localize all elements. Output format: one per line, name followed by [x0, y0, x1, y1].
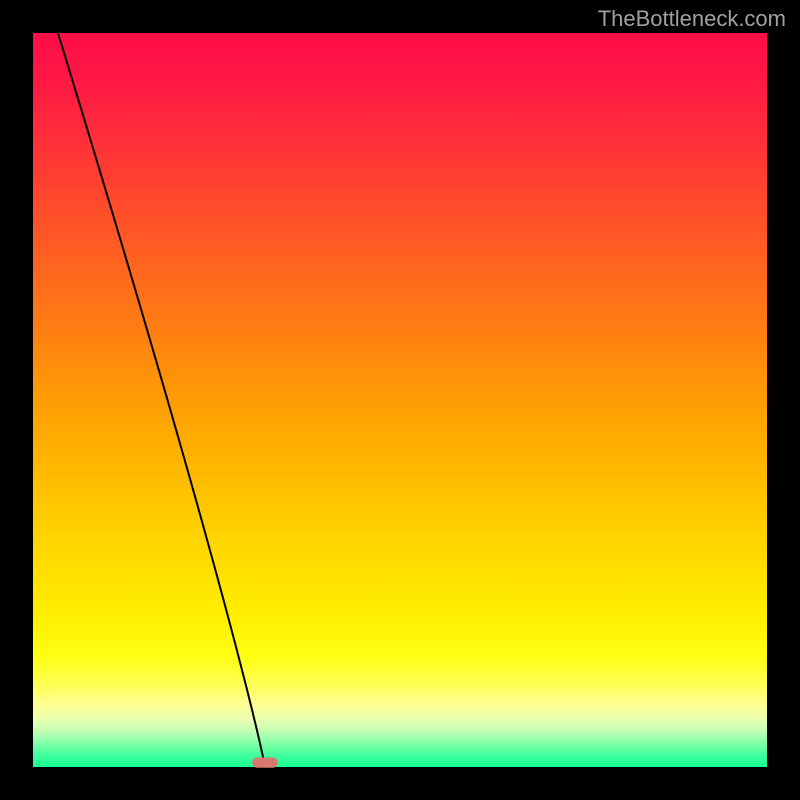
bottleneck-chart	[0, 0, 800, 800]
minimum-marker	[252, 757, 278, 767]
chart-container: { "watermark": { "text": "TheBottleneck.…	[0, 0, 800, 800]
watermark-text: TheBottleneck.com	[598, 6, 786, 32]
plot-background	[33, 33, 767, 767]
